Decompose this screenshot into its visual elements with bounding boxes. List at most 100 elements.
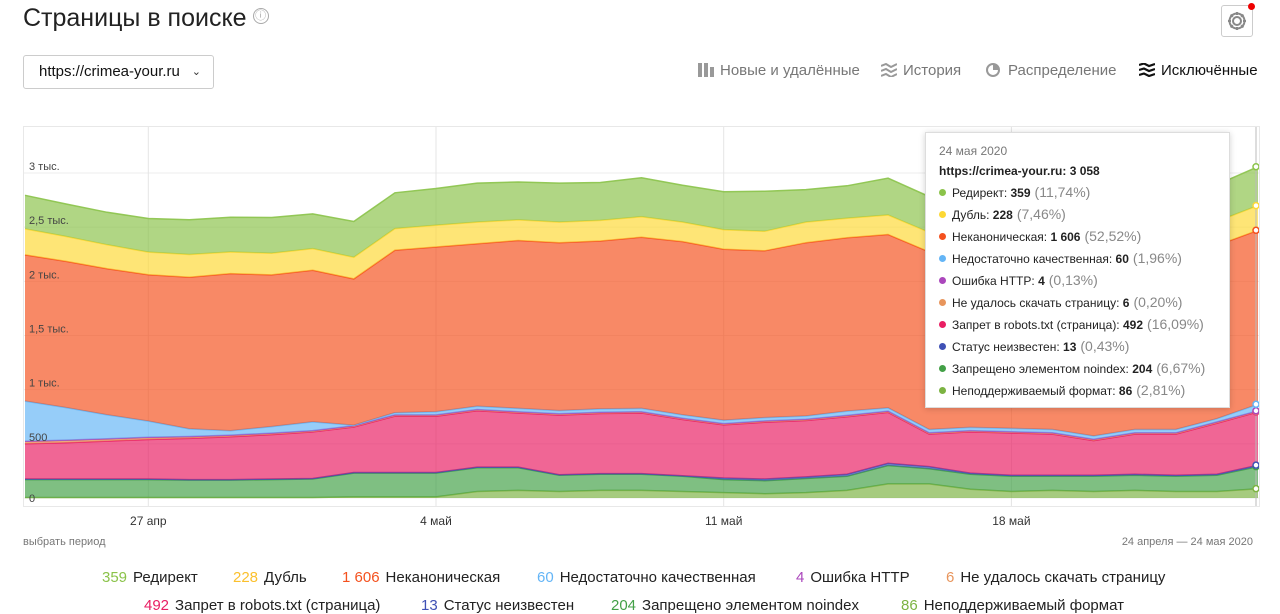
point-redirect — [1252, 162, 1260, 171]
area-lowq — [25, 401, 1258, 442]
excluded-icon — [1139, 63, 1155, 77]
chevron-down-icon: ⌄ — [191, 66, 201, 78]
legend-value: 4 — [796, 569, 805, 586]
point-lowq — [1252, 400, 1260, 409]
legend-value: 60 — [537, 569, 554, 586]
tooltip-row-label: Статус неизвестен: — [952, 340, 1060, 354]
point-dup — [1252, 201, 1260, 210]
legend-item[interactable]: 4 Ошибка HTTP — [796, 569, 910, 586]
area-robots — [25, 410, 1258, 480]
y-tick-label: 2,5 тыс. — [29, 215, 69, 227]
legend-label: Редирект — [133, 569, 198, 586]
tooltip-dot — [939, 387, 946, 394]
tooltip-dot — [939, 321, 946, 328]
legend-value: 359 — [102, 569, 128, 586]
page-title-text: Страницы в поиске — [23, 4, 247, 32]
tooltip-rows: Редирект: 359 (11,74%) Дубль: 228 (7,46%) Не… — [939, 181, 1216, 401]
tooltip-row-value: 60 — [1115, 252, 1129, 266]
tooltip-dot — [939, 277, 946, 284]
tooltip-dot — [939, 233, 946, 240]
legend-label: Запрещено элементом noindex — [642, 597, 859, 614]
site-select[interactable]: https://crimea-your.ru ⌄ — [23, 55, 214, 89]
date-range: 24 апреля — 24 мая 2020 — [1121, 536, 1253, 548]
tooltip-row: Запрет в robots.txt (страница): 492 (16,0… — [939, 313, 1216, 335]
legend-item[interactable]: 1 606 Неканоническая — [342, 569, 500, 586]
area-redirect — [25, 166, 1258, 258]
legend-item[interactable]: 6 Не удалось скачать страницу — [946, 569, 1165, 586]
grid-icon — [698, 63, 714, 77]
tooltip-row-value: 492 — [1123, 318, 1144, 332]
tooltip-row-pct: (7,46%) — [1016, 206, 1066, 222]
tooltip-row-pct: (0,43%) — [1080, 338, 1130, 354]
tooltip-row-value: 359 — [1010, 186, 1031, 200]
gear-icon — [1228, 12, 1246, 30]
legend-value: 228 — [233, 569, 259, 586]
tooltip-row-label: Неканоническая: — [952, 230, 1048, 244]
tab-distribution[interactable]: Распределение — [986, 62, 1117, 79]
tooltip-row-pct: (2,81%) — [1136, 382, 1186, 398]
tab-history-label: История — [903, 62, 962, 79]
tooltip-total-value: 3 058 — [1069, 164, 1100, 178]
legend-label: Ошибка HTTP — [810, 569, 910, 586]
tab-history[interactable]: История — [881, 62, 961, 79]
tooltip-row-value: 4 — [1038, 274, 1045, 288]
settings-button[interactable] — [1221, 3, 1255, 37]
tooltip-date: 24 мая 2020 — [939, 144, 1008, 158]
legend-value: 13 — [421, 597, 438, 614]
tooltip-row-value: 86 — [1118, 384, 1133, 398]
tooltip-row-value: 6 — [1122, 296, 1130, 310]
legend-item[interactable]: 228 Дубль — [233, 569, 307, 586]
page-title: Страницы в поиске ⓘ — [23, 4, 269, 33]
point-http — [1252, 407, 1260, 415]
x-tick-label: 27 апр — [130, 514, 167, 528]
tooltip-row-value: 204 — [1132, 362, 1153, 376]
tab-distribution-label: Распределение — [1008, 62, 1117, 79]
area-dup — [25, 205, 1258, 279]
point-unknown — [1252, 461, 1260, 469]
y-tick-label: 500 — [29, 432, 47, 444]
y-tick-label: 3 тыс. — [29, 161, 60, 173]
legend-item[interactable]: 13 Статус неизвестен — [421, 597, 574, 614]
tooltip-row: Дубль: 228 (7,46%) — [939, 203, 1216, 225]
x-tick-label: 11 май — [704, 514, 743, 528]
tooltip-row-pct: (6,67%) — [1156, 360, 1206, 376]
tooltip-row-label: Редирект: — [952, 186, 1008, 200]
y-tick-label: 1,5 тыс. — [29, 324, 69, 336]
tooltip-row: Недостаточно качественная: 60 (1,96%) — [939, 247, 1216, 269]
legend-label: Неканоническая — [385, 569, 501, 586]
tooltip-dot — [939, 343, 946, 350]
tooltip-dot — [939, 365, 946, 372]
tooltip-row-value: 13 — [1063, 340, 1077, 354]
chart-tooltip: 24 мая 2020 https://crimea-your.ru: 3 05… — [925, 132, 1230, 408]
tooltip-total: https://crimea-your.ru: 3 058 — [939, 164, 1216, 178]
legend-value: 86 — [901, 597, 918, 614]
tooltip-row: Неподдерживаемый формат: 86 (2,81%) — [939, 379, 1216, 401]
tooltip-dot — [939, 255, 946, 262]
legend-item[interactable]: 86 Неподдерживаемый формат — [901, 597, 1124, 614]
legend-item[interactable]: 60 Недостаточно качественная — [537, 569, 756, 586]
legend-item[interactable]: 492 Запрет в robots.txt (страница) — [144, 597, 380, 614]
legend-value: 492 — [144, 597, 170, 614]
pie-icon — [986, 63, 1000, 77]
legend-item[interactable]: 359 Редирект — [102, 569, 198, 586]
tooltip-dot — [939, 299, 946, 306]
x-tick-label: 4 май — [420, 514, 452, 528]
info-icon[interactable]: ⓘ — [252, 8, 269, 25]
tooltip-row-label: Запрет в robots.txt (страница): — [952, 318, 1120, 332]
legend-label: Недостаточно качественная — [559, 569, 756, 586]
tooltip-row-pct: (1,96%) — [1132, 250, 1182, 266]
legend-value: 1 606 — [342, 569, 380, 586]
tooltip-dot — [939, 211, 946, 218]
tooltip-row-pct: (0,13%) — [1048, 272, 1098, 288]
legend-label: Неподдерживаемый формат — [923, 597, 1124, 614]
tooltip-row-label: Неподдерживаемый формат: — [952, 384, 1116, 398]
tab-excluded[interactable]: Исключённые — [1139, 62, 1258, 79]
tooltip-site-label: https://crimea-your.ru: — [939, 164, 1067, 178]
legend-item[interactable]: 204 Запрещено элементом noindex — [611, 597, 859, 614]
tab-new-removed[interactable]: Новые и удалённые — [698, 62, 860, 79]
legend-label: Статус неизвестен — [443, 597, 575, 614]
notification-dot — [1248, 3, 1255, 10]
legend-value: 204 — [611, 597, 637, 614]
history-icon — [881, 63, 897, 77]
select-period-link[interactable]: выбрать период — [23, 536, 106, 548]
